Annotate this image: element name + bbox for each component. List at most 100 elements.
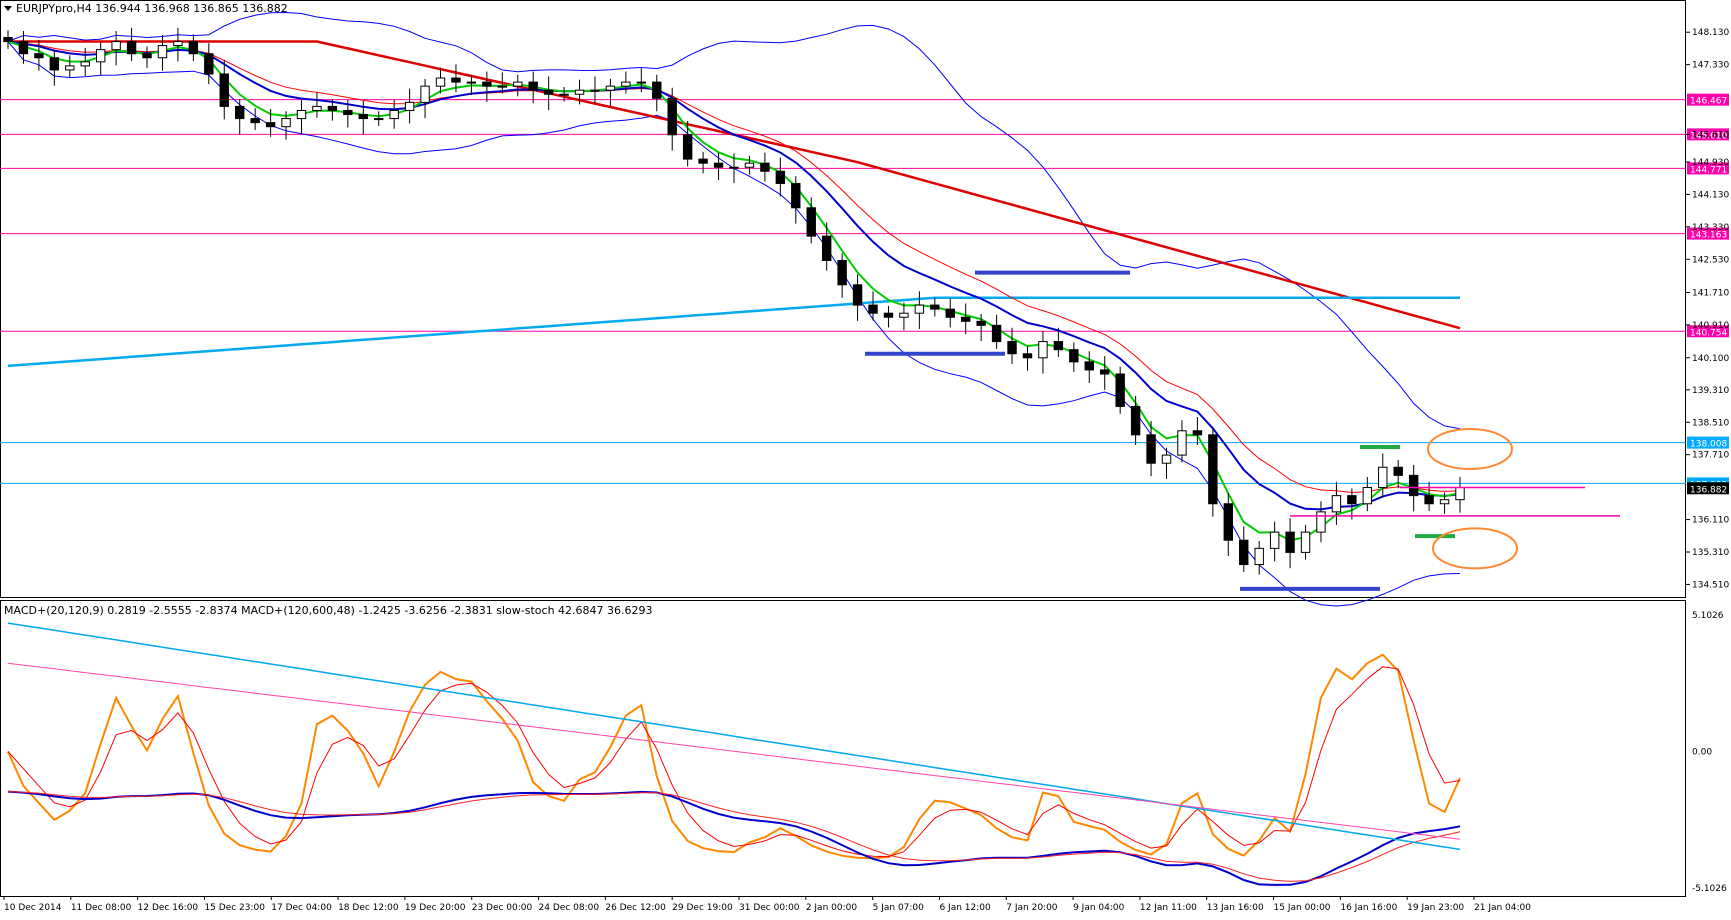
time-tick-label: 12 Dec 16:00 (138, 903, 199, 913)
time-tick-label: 6 Jan 12:00 (939, 903, 991, 913)
price-tick-label: 137.710 (1692, 451, 1729, 461)
time-tick-label: 19 Jan 23:00 (1407, 903, 1464, 913)
candle-body (1439, 499, 1450, 505)
candle-body (883, 312, 894, 318)
level-price-label: 138.008 (1690, 440, 1727, 450)
symbol-header: EURJPYpro,H4 136.944 136.968 136.865 136… (2, 2, 288, 15)
price-tick-label: 148.130 (1692, 28, 1729, 38)
time-tick-label: 11 Dec 08:00 (71, 903, 132, 913)
candle-body (1331, 495, 1342, 513)
candle-body (65, 65, 75, 71)
candle-body (1254, 547, 1264, 566)
price-tick-label: 141.710 (1692, 289, 1729, 299)
candle-body (1069, 349, 1079, 363)
candle-body (1455, 487, 1465, 501)
candle-body (930, 304, 940, 310)
candle-body (1084, 361, 1094, 371)
candle-body (1053, 341, 1064, 351)
bollinger-upper (7, 11, 1461, 430)
time-tick-label: 15 Dec 23:00 (204, 903, 265, 913)
candle-body (713, 162, 724, 168)
candle-body (760, 162, 770, 172)
candle-body (482, 81, 492, 87)
candle-body (899, 312, 909, 318)
time-tick-label: 17 Dec 04:00 (271, 903, 332, 913)
symbol-header-text: EURJPYpro,H4 136.944 136.968 136.865 136… (16, 2, 288, 15)
candle-body (513, 81, 523, 87)
candle-body (1285, 531, 1295, 553)
candle-body (157, 45, 168, 59)
candle-body (636, 81, 647, 84)
candle-body (404, 101, 415, 111)
price-panel-frame (0, 0, 1686, 598)
candle-body (1177, 430, 1187, 456)
stoch-line (7, 653, 1461, 860)
candle-body (296, 109, 307, 120)
candle-body (698, 158, 708, 164)
candle-body (1223, 503, 1234, 541)
price-tick-label: 136.110 (1692, 516, 1729, 526)
candle-body (312, 105, 322, 111)
candle-body (173, 41, 183, 47)
chart-menu-icon[interactable] (4, 6, 12, 11)
price-tick-label: 135.310 (1692, 548, 1729, 558)
candle-body (111, 41, 121, 51)
level-price-label: 145.610 (1690, 131, 1727, 141)
price-tick-label: 144.930 (1692, 158, 1729, 168)
candle-body (49, 57, 60, 71)
candle-body (1146, 434, 1156, 464)
candle-body (806, 207, 816, 237)
time-tick-label: 7 Jan 20:00 (1006, 903, 1058, 913)
candle-body (1115, 373, 1125, 407)
candle-body (1192, 430, 1203, 436)
level-price-label: 143.163 (1690, 231, 1727, 241)
time-tick-label: 15 Jan 00:00 (1274, 903, 1331, 913)
sma-cyan (7, 296, 1460, 368)
candle-body (1022, 353, 1033, 359)
time-tick-label: 23 Dec 00:00 (472, 903, 533, 913)
candle-body (1424, 495, 1434, 505)
ema-blue (7, 40, 1461, 511)
candle-body (1239, 539, 1249, 566)
macd-fast-line (7, 790, 1461, 886)
candle-body (976, 320, 986, 326)
time-tick-label: 13 Jan 16:00 (1207, 903, 1264, 913)
candle-body (1378, 466, 1388, 489)
candle-body (574, 89, 585, 95)
candle-body (34, 53, 44, 59)
time-tick-label: 5 Jan 07:00 (873, 903, 925, 913)
time-tick-label: 31 Dec 00:00 (739, 903, 800, 913)
candle-body (667, 97, 677, 136)
indicator-header: MACD+(20,120,9) 0.2819 -2.5555 -2.8374 M… (4, 604, 653, 617)
indicator-panel-frame (0, 600, 1686, 897)
candle-body (281, 118, 291, 128)
level-price-tag (1687, 436, 1729, 449)
level-price-label: 144.771 (1690, 165, 1727, 175)
price-tick-label: 140.910 (1692, 321, 1729, 331)
candle-body (1300, 531, 1311, 553)
candle-body (466, 81, 477, 84)
candle-body (868, 304, 878, 314)
candle-body (389, 109, 399, 120)
macd-fast-signal (7, 791, 1461, 882)
price-tick-label: 142.530 (1692, 255, 1729, 265)
candle-body (219, 73, 229, 107)
candle-body (682, 134, 693, 160)
price-tick-label: 134.510 (1692, 580, 1729, 590)
price-tick-label: 144.130 (1692, 190, 1729, 200)
candle-body (1007, 341, 1017, 355)
candle-body (621, 81, 631, 87)
candle-body (188, 41, 199, 55)
time-tick-label: 18 Dec 12:00 (338, 903, 399, 913)
time-tick-label: 21 Jan 04:00 (1474, 903, 1531, 913)
candle-body (590, 89, 600, 92)
candle-body (234, 105, 245, 120)
candle-body (435, 77, 446, 87)
candle-body (1269, 531, 1280, 549)
candle-body (1408, 474, 1419, 497)
time-tick-label: 26 Dec 12:00 (605, 903, 666, 913)
price-tick-label: 145.610 (1692, 130, 1729, 140)
candle-body (3, 36, 13, 43)
